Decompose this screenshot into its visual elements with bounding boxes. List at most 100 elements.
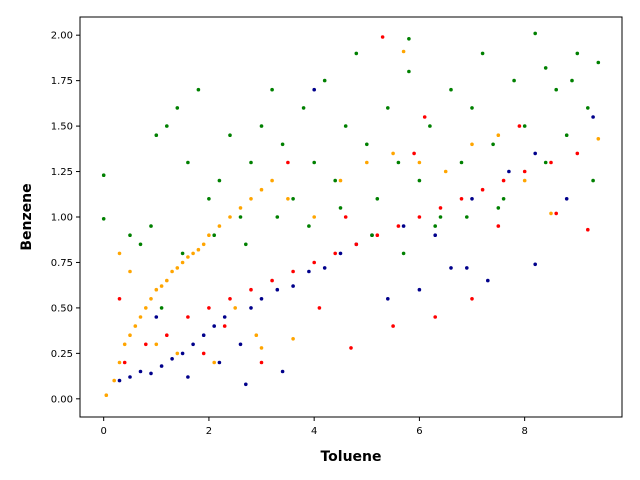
data-point: [222, 315, 227, 319]
data-point: [386, 106, 390, 110]
y-tick-label: 1.50: [51, 122, 73, 133]
data-point: [480, 51, 485, 56]
data-point: [170, 357, 174, 361]
data-point: [554, 211, 558, 216]
data-point: [233, 306, 237, 310]
data-point: [375, 233, 380, 237]
data-point: [280, 142, 285, 147]
data-point: [249, 287, 253, 292]
data-point: [417, 215, 422, 219]
data-point: [186, 315, 190, 319]
data-point: [244, 242, 248, 247]
data-point: [207, 233, 211, 237]
data-point: [370, 233, 374, 237]
data-point: [533, 31, 537, 36]
data-point: [186, 375, 190, 379]
data-point: [259, 187, 264, 192]
data-point: [533, 262, 537, 267]
data-point: [291, 284, 295, 288]
data-point: [596, 137, 601, 141]
y-tick-label: 1.00: [51, 213, 73, 224]
data-point: [196, 247, 201, 252]
data-point: [249, 160, 253, 165]
data-point: [196, 87, 201, 92]
data-point: [238, 215, 243, 219]
data-point: [491, 142, 495, 147]
data-point: [486, 278, 490, 283]
data-point: [470, 142, 474, 147]
data-point: [117, 360, 122, 365]
data-point: [549, 160, 553, 165]
data-point: [201, 333, 206, 338]
data-point: [228, 133, 232, 137]
data-point: [312, 160, 317, 165]
data-point: [354, 51, 359, 56]
data-point: [101, 173, 106, 177]
data-point: [275, 215, 280, 219]
data-point: [165, 333, 169, 338]
data-point: [365, 160, 369, 165]
data-point: [507, 169, 511, 174]
data-point: [259, 360, 264, 365]
data-point: [175, 351, 180, 356]
data-point: [517, 124, 522, 128]
data-point: [449, 87, 453, 92]
data-point: [322, 266, 327, 270]
data-point: [154, 133, 159, 137]
data-point: [286, 160, 290, 165]
data-point: [270, 87, 274, 92]
data-point: [407, 37, 411, 41]
data-point: [496, 224, 501, 228]
y-tick-label: 1.25: [51, 167, 73, 178]
data-point: [122, 360, 127, 365]
data-point: [575, 151, 580, 156]
data-point: [449, 266, 453, 270]
data-point: [522, 178, 527, 183]
data-point: [354, 242, 359, 247]
ticks-layer: 0 2 4 6 8 0.00 0.25 0.50 0.75 1.00 1.25 1.50 1.75 2.0…: [51, 31, 528, 437]
data-point: [175, 106, 180, 110]
data-point: [422, 115, 427, 119]
data-point: [586, 227, 590, 232]
data-point: [238, 206, 243, 210]
data-point: [554, 87, 558, 92]
data-point: [365, 142, 369, 147]
data-point: [217, 178, 222, 183]
data-point: [443, 169, 448, 174]
data-point: [543, 66, 548, 70]
data-point: [333, 178, 338, 183]
data-point: [180, 251, 185, 256]
data-point: [112, 378, 116, 383]
data-point: [312, 87, 317, 92]
data-point: [401, 224, 406, 228]
data-point: [412, 151, 416, 156]
data-point: [138, 242, 143, 247]
data-point: [470, 197, 474, 201]
data-point: [275, 287, 280, 292]
data-point: [512, 78, 516, 83]
y-tick-label: 0.25: [51, 349, 73, 360]
data-point: [417, 178, 422, 183]
data-point: [391, 324, 395, 328]
data-point: [465, 215, 469, 219]
data-point: [564, 133, 569, 137]
data-point: [117, 297, 122, 301]
data-point: [122, 342, 127, 347]
data-point: [401, 49, 406, 54]
data-point: [149, 297, 153, 301]
data-point: [564, 197, 569, 201]
data-point: [165, 124, 169, 128]
data-point: [312, 215, 317, 219]
data-point: [349, 346, 353, 350]
data-point: [228, 215, 232, 219]
data-point: [149, 224, 153, 228]
data-point: [322, 78, 327, 83]
data-point: [375, 197, 380, 201]
data-point: [386, 297, 390, 301]
data-point: [438, 206, 443, 210]
data-point: [333, 251, 338, 256]
data-point: [212, 360, 216, 365]
data-point: [286, 197, 290, 201]
data-point: [433, 233, 438, 237]
data-point: [312, 260, 317, 265]
